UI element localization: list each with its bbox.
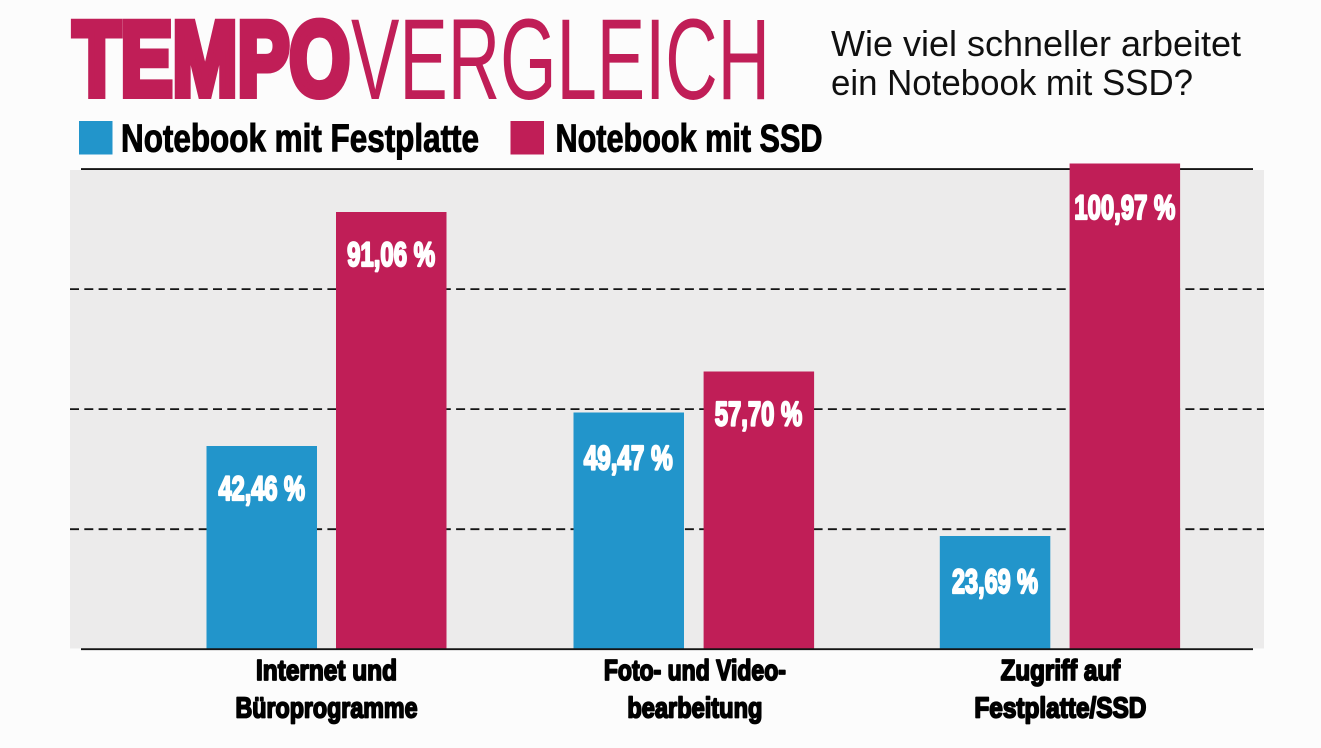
svg-text:bearbeitung: bearbeitung [627,693,762,725]
svg-text:Wie viel schneller arbeitet: Wie viel schneller arbeitet [831,23,1241,64]
svg-text:Foto- und Video-: Foto- und Video- [604,655,786,687]
svg-text:49,47 %: 49,47 % [584,440,673,478]
svg-text:100,97 %: 100,97 % [1074,189,1175,227]
svg-text:Zugriff auf: Zugriff auf [1001,655,1121,687]
svg-text:Büroprogramme: Büroprogramme [236,693,418,725]
svg-text:Festplatte/SSD: Festplatte/SSD [974,693,1146,725]
svg-text:42,46 %: 42,46 % [218,470,305,508]
svg-text:57,70 %: 57,70 % [715,396,803,434]
svg-text:TEMPO: TEMPO [73,1,350,118]
svg-text:VERGLEICH: VERGLEICH [351,0,770,124]
svg-text:Notebook mit SSD: Notebook mit SSD [556,118,823,161]
svg-text:Internet und: Internet und [256,655,397,687]
svg-text:ein Notebook mit SSD?: ein Notebook mit SSD? [831,62,1193,103]
svg-text:Notebook mit Festplatte: Notebook mit Festplatte [121,118,479,161]
svg-text:91,06 %: 91,06 % [347,236,435,274]
svg-text:23,69 %: 23,69 % [952,563,1038,601]
